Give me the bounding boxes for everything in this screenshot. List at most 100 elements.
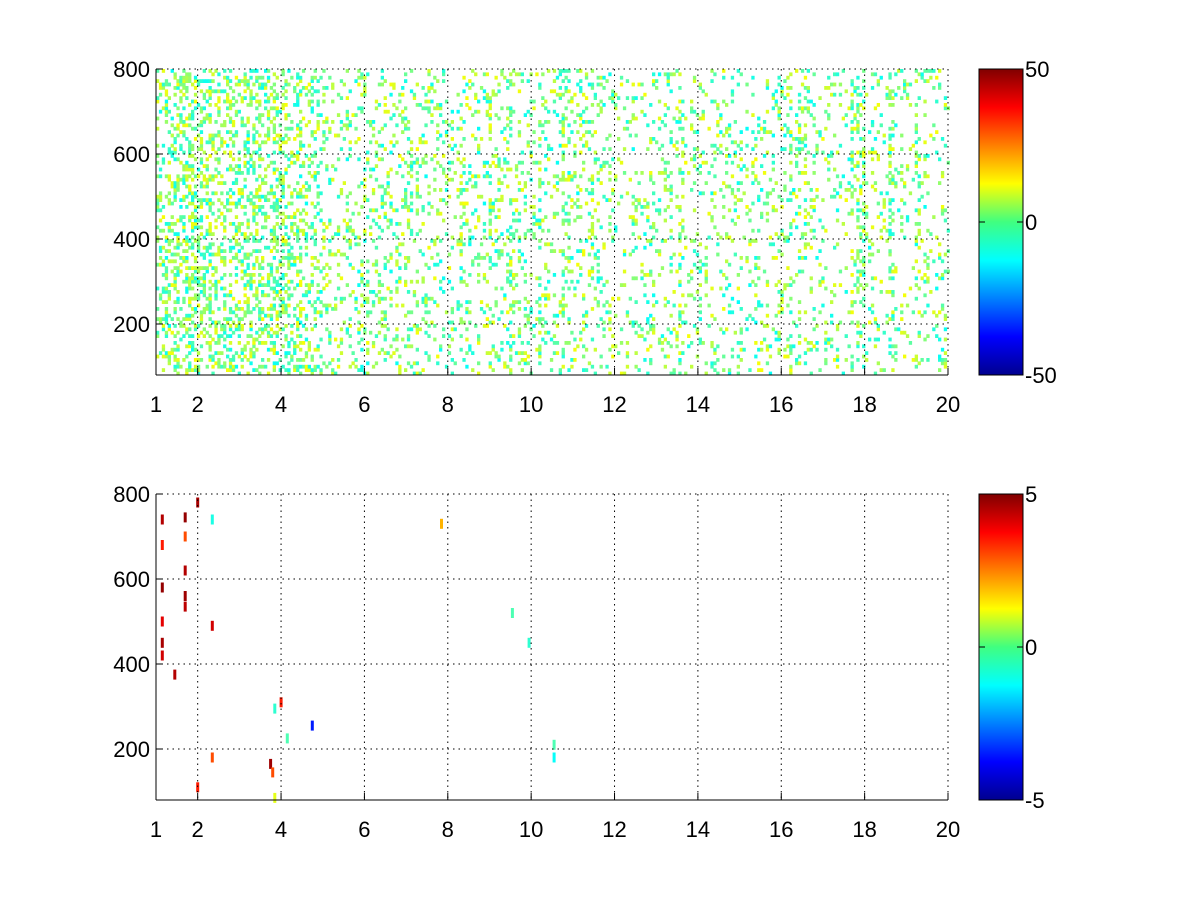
heatmap-cell: [345, 157, 349, 162]
heatmap-cell: [208, 154, 212, 158]
heatmap-cell: [395, 347, 399, 352]
heatmap-cell: [917, 334, 921, 338]
heatmap-cell: [269, 106, 274, 111]
heatmap-cell: [812, 103, 816, 107]
heatmap-cell: [687, 344, 691, 349]
heatmap-cell: [158, 82, 163, 87]
heatmap-cell: [363, 92, 367, 97]
heatmap-cell: [430, 239, 434, 243]
heatmap-cell: [590, 337, 595, 342]
heatmap-cell: [258, 103, 262, 107]
heatmap-cell: [313, 150, 317, 155]
heatmap-cell: [199, 283, 204, 287]
heatmap-cell: [655, 249, 659, 253]
heatmap-cell: [529, 307, 533, 311]
heatmap-cell: [827, 154, 831, 158]
heatmap-cell: [179, 242, 183, 247]
heatmap-cell: [342, 320, 346, 325]
heatmap-cell: [220, 201, 224, 206]
heatmap-cell: [427, 99, 431, 104]
heatmap-cell: [208, 252, 212, 257]
heatmap-cell: [555, 75, 560, 80]
heatmap-cell: [897, 327, 901, 332]
heatmap-cell: [660, 143, 665, 148]
heatmap-cell: [707, 171, 711, 175]
heatmap-cell: [905, 92, 910, 97]
heatmap-cell: [797, 147, 802, 151]
heatmap-cell: [296, 239, 300, 243]
heatmap-cell: [459, 181, 463, 185]
heatmap-cell: [491, 89, 495, 94]
heatmap-cell: [564, 256, 568, 260]
heatmap-cell: [631, 113, 635, 117]
heatmap-cell: [803, 361, 808, 366]
heatmap-cell: [272, 279, 276, 284]
heatmap-cell: [299, 194, 303, 199]
heatmap-cell: [383, 79, 387, 83]
heatmap-cell: [891, 269, 895, 274]
heatmap-cell: [217, 160, 221, 165]
heatmap-cell: [491, 320, 495, 325]
heatmap-cell: [409, 167, 414, 172]
heatmap-cell: [812, 317, 816, 321]
heatmap-cell: [923, 337, 927, 342]
heatmap-cell: [214, 191, 218, 196]
heatmap-cell: [304, 245, 309, 250]
heatmap-cell: [164, 290, 169, 294]
heatmap-cell: [506, 341, 510, 345]
heatmap-cell: [459, 116, 463, 121]
heatmap-cell: [459, 126, 463, 131]
heatmap-cell: [249, 351, 253, 355]
heatmap-cell: [757, 130, 761, 134]
heatmap-cell: [771, 208, 775, 213]
heatmap-cell: [862, 154, 866, 158]
heatmap-cell: [214, 89, 218, 94]
heatmap-cell: [424, 154, 428, 158]
heatmap-cell: [870, 225, 875, 230]
heatmap-cell: [657, 126, 662, 131]
heatmap-cell: [681, 113, 685, 117]
heatmap-cell: [789, 150, 793, 155]
heatmap-cell: [156, 126, 160, 131]
heatmap-cell: [374, 150, 379, 155]
heatmap-cell: [392, 86, 396, 90]
heatmap-cell: [538, 177, 542, 182]
heatmap-cell: [331, 86, 335, 90]
heatmap-cell: [237, 198, 241, 202]
heatmap-cell: [567, 69, 571, 73]
heatmap-cell: [698, 310, 702, 315]
heatmap-cell: [170, 330, 174, 335]
heatmap-cell: [833, 167, 837, 172]
heatmap-cell: [226, 320, 230, 325]
heatmap-cell: [439, 344, 443, 349]
heatmap-cell: [193, 218, 198, 223]
heatmap-cell: [891, 262, 895, 267]
heatmap-cell: [377, 235, 382, 240]
heatmap-cell: [304, 290, 309, 294]
heatmap-cell: [231, 120, 236, 124]
heatmap-cell: [331, 371, 335, 376]
heatmap-cell: [474, 184, 478, 189]
heatmap-cell: [406, 218, 411, 223]
heatmap-cell: [293, 211, 297, 216]
heatmap-cell: [357, 137, 361, 141]
heatmap-cell: [255, 194, 259, 199]
heatmap-cell: [897, 208, 901, 213]
heatmap-cell: [795, 160, 799, 165]
heatmap-cell: [561, 133, 565, 138]
heatmap-cell: [917, 184, 921, 189]
heatmap-cell: [459, 103, 463, 107]
heatmap-cell: [348, 245, 352, 250]
heatmap-cell: [576, 249, 580, 253]
heatmap-cell: [228, 259, 233, 264]
heatmap-cell: [182, 86, 186, 90]
heatmap-cell: [509, 358, 513, 362]
heatmap-cell: [602, 245, 606, 250]
heatmap-cell: [608, 228, 612, 233]
heatmap-cell: [191, 113, 195, 117]
heatmap-cell: [675, 205, 679, 209]
heatmap-cell: [786, 303, 790, 308]
heatmap-cell: [336, 249, 341, 253]
heatmap-cell: [856, 150, 860, 155]
heatmap-cell: [762, 130, 767, 134]
